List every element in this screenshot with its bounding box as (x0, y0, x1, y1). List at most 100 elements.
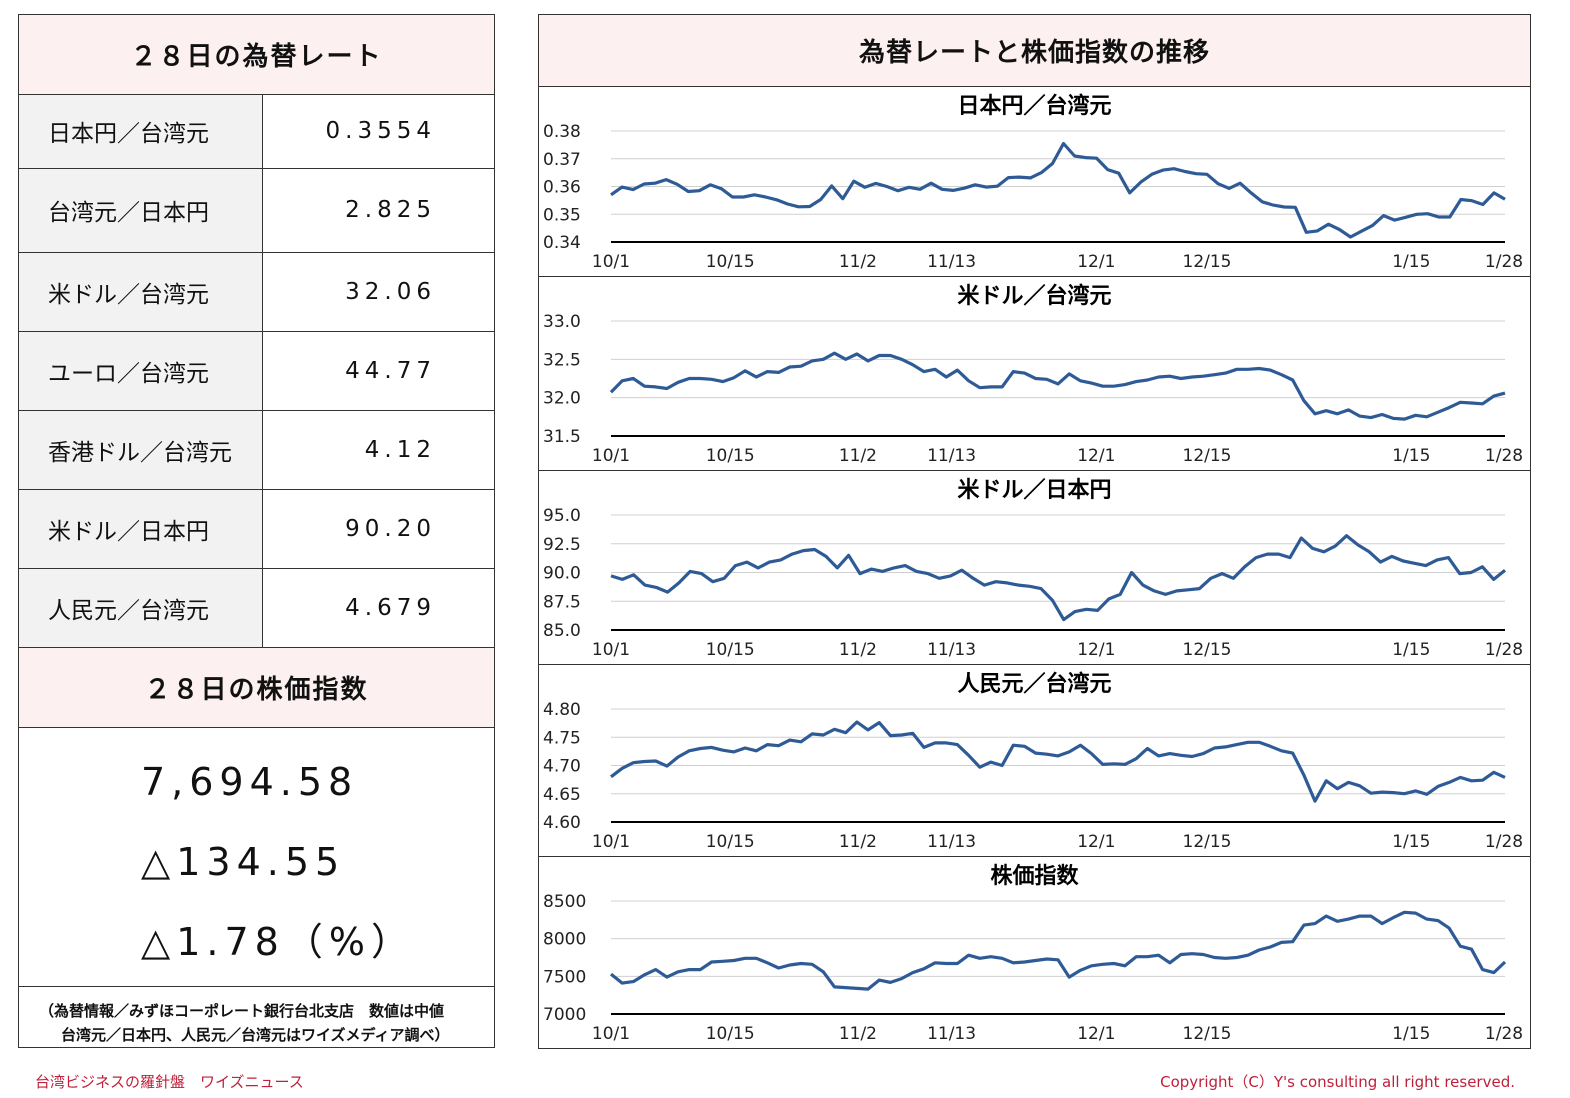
x-tick-label: 12/1 (1077, 832, 1115, 852)
y-tick-label: 4.75 (543, 728, 581, 748)
rate-table: 日本円／台湾元 0.3554 台湾元／日本円 2.825 米ドル／台湾元 32.06 ユーロ… (19, 95, 494, 648)
y-tick-label: 7500 (543, 967, 586, 987)
x-tick-label: 12/1 (1077, 446, 1115, 466)
x-tick-label: 11/2 (839, 446, 877, 466)
x-tick-label: 11/2 (839, 640, 877, 660)
chart-svg: 日本円／台湾元 0.38 0.37 0.36 0.35 0.34 10/1 10/15 11/2… (543, 93, 1523, 272)
rate-row: 香港ドル／台湾元 4.12 (19, 410, 494, 490)
rate-label: ユーロ／台湾元 (19, 331, 263, 411)
stock-index-value: 7,694.58 (141, 759, 359, 804)
x-tick-label: 10/15 (706, 1024, 755, 1044)
x-tick-label: 10/1 (592, 1024, 630, 1044)
x-tick-label: 11/13 (927, 832, 976, 852)
y-tick-label: 8500 (543, 892, 586, 912)
footer-copyright: Copyright（C）Y's consulting all right res… (1160, 1073, 1515, 1091)
chart-panel-5: 株価指数 8500 8000 7500 7000 10/1 10/15 11/2 11/13 12… (539, 857, 1530, 1049)
source-note-line1: （為替情報／みずほコーポレート銀行台北支店 数値は中値 (39, 1001, 445, 1020)
x-tick-label: 11/2 (839, 1024, 877, 1044)
rate-title: ２８日の為替レート (19, 15, 494, 95)
footer-brand: 台湾ビジネスの羅針盤 ワイズニュース (35, 1073, 304, 1091)
x-tick-label: 10/1 (592, 640, 630, 660)
x-tick-label: 1/15 (1392, 446, 1430, 466)
chart-title: 人民元／台湾元 (957, 671, 1111, 697)
x-tick-label: 12/15 (1183, 1024, 1232, 1044)
x-tick-label: 1/15 (1392, 1024, 1430, 1044)
x-tick-label: 11/2 (839, 252, 877, 272)
rate-value: 32.06 (262, 252, 494, 332)
rate-label: 台湾元／日本円 (19, 168, 263, 253)
x-tick-label: 12/15 (1183, 640, 1232, 660)
x-tick-label: 10/15 (706, 252, 755, 272)
y-tick-label: 0.35 (543, 205, 581, 225)
series-line (609, 910, 1507, 991)
y-tick-label: 33.0 (543, 312, 581, 332)
y-tick-label: 31.5 (543, 427, 581, 447)
chart-panel-4: 人民元／台湾元 4.80 4.75 4.70 4.65 4.60 10/1 10/15 11/2… (539, 665, 1530, 857)
x-tick-label: 1/15 (1392, 640, 1430, 660)
rate-label: 米ドル／台湾元 (19, 252, 263, 332)
x-tick-label: 10/15 (706, 446, 755, 466)
y-tick-label: 4.70 (543, 757, 581, 777)
x-tick-label: 10/1 (592, 252, 630, 272)
rate-row: ユーロ／台湾元 44.77 (19, 331, 494, 411)
stock-title: ２８日の株価指数 (19, 647, 494, 728)
chart-svg: 米ドル／台湾元 33.0 32.5 32.0 31.5 10/1 10/15 11/2 11/1… (543, 283, 1523, 466)
y-tick-label: 4.80 (543, 700, 581, 720)
x-tick-label: 11/2 (839, 832, 877, 852)
rate-label: 日本円／台湾元 (19, 95, 263, 169)
x-tick-label: 10/1 (592, 832, 630, 852)
x-tick-label: 12/1 (1077, 252, 1115, 272)
rate-value: 2.825 (262, 168, 494, 253)
rate-label: 米ドル／日本円 (19, 489, 263, 569)
y-tick-label: 32.5 (543, 350, 581, 370)
stock-change-percent: △1.78（%） (141, 919, 415, 964)
x-tick-label: 1/15 (1392, 252, 1430, 272)
x-tick-label: 12/15 (1183, 832, 1232, 852)
y-tick-label: 85.0 (543, 621, 581, 641)
rate-row: 米ドル／日本円 90.20 (19, 489, 494, 569)
x-tick-label: 12/1 (1077, 640, 1115, 660)
rate-value: 4.12 (262, 410, 494, 490)
chart-svg: 米ドル／日本円 95.0 92.5 90.0 87.5 85.0 10/1 10/15 11/2… (543, 478, 1523, 660)
rate-row: 台湾元／日本円 2.825 (19, 168, 494, 253)
stock-change-value: △134.55 (141, 839, 346, 884)
y-tick-label: 32.0 (543, 389, 581, 409)
x-tick-label: 1/28 (1485, 832, 1523, 852)
y-tick-label: 4.65 (543, 785, 581, 805)
chart-panel-3: 米ドル／日本円 95.0 92.5 90.0 87.5 85.0 10/1 10/15 11/2… (539, 471, 1530, 665)
y-tick-label: 90.0 (543, 564, 581, 584)
chart-panel-2: 米ドル／台湾元 33.0 32.5 32.0 31.5 10/1 10/15 11/2 11/1… (539, 277, 1530, 471)
x-tick-label: 12/15 (1183, 252, 1232, 272)
source-note: （為替情報／みずほコーポレート銀行台北支店 数値は中値 台湾元／日本円、人民元／… (19, 987, 494, 1047)
rate-label: 人民元／台湾元 (19, 568, 263, 648)
chart-panel-title: 為替レートと株価指数の推移 (539, 15, 1530, 87)
x-tick-label: 11/13 (927, 1024, 976, 1044)
x-tick-label: 11/13 (927, 640, 976, 660)
chart-svg: 株価指数 8500 8000 7500 7000 10/1 10/15 11/2 11/13 12… (543, 863, 1523, 1044)
x-tick-label: 1/28 (1485, 640, 1523, 660)
y-tick-label: 4.60 (543, 813, 581, 833)
stock-values: 7,694.58 △134.55 △1.78（%） (19, 728, 494, 987)
rate-value: 44.77 (262, 331, 494, 411)
y-tick-label: 0.38 (543, 122, 581, 142)
source-note-line2: 台湾元／日本円、人民元／台湾元はワイズメディア調べ） (61, 1025, 450, 1044)
chart-title: 株価指数 (990, 863, 1079, 889)
y-tick-label: 87.5 (543, 592, 581, 612)
rate-row: 米ドル／台湾元 32.06 (19, 252, 494, 332)
rate-row: 人民元／台湾元 4.679 (19, 568, 494, 648)
chart-title: 米ドル／台湾元 (957, 283, 1111, 309)
series-line (610, 534, 1507, 622)
rate-value: 90.20 (262, 489, 494, 569)
series-line (609, 351, 1506, 421)
chart-panel-1: 日本円／台湾元 0.38 0.37 0.36 0.35 0.34 10/1 10/15 11/2… (539, 87, 1530, 277)
x-tick-label: 1/15 (1392, 832, 1430, 852)
left-panel: ２８日の為替レート 日本円／台湾元 0.3554 台湾元／日本円 2.825 米ドル／台… (18, 14, 495, 1048)
x-tick-label: 12/1 (1077, 1024, 1115, 1044)
rate-row: 日本円／台湾元 0.3554 (19, 95, 494, 169)
x-tick-label: 10/15 (706, 640, 755, 660)
x-tick-label: 1/28 (1485, 1024, 1523, 1044)
y-tick-label: 92.5 (543, 535, 581, 555)
chart-title: 日本円／台湾元 (957, 93, 1111, 119)
x-tick-label: 11/13 (927, 252, 976, 272)
chart-svg: 人民元／台湾元 4.80 4.75 4.70 4.65 4.60 10/1 10/15 11/2… (543, 671, 1523, 852)
